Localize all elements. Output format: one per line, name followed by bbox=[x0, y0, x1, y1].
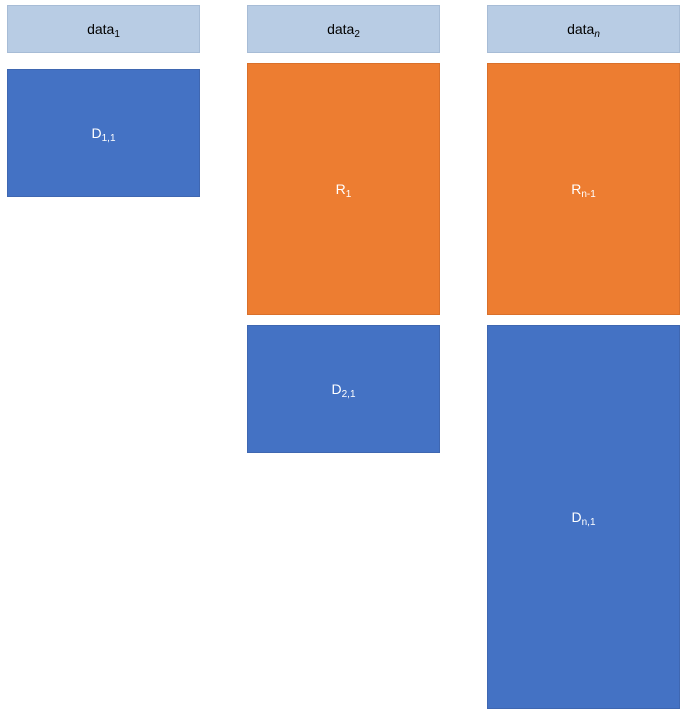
column-header-data-n: datan bbox=[487, 5, 680, 53]
data-block-d-n-1: Dn,1 bbox=[487, 325, 680, 709]
data-block-d-1-1: D1,1 bbox=[7, 69, 200, 197]
result-block-r-1: R1 bbox=[247, 63, 440, 315]
block-label: Rn-1 bbox=[571, 181, 596, 200]
column-header-label: datan bbox=[567, 21, 600, 40]
result-block-r-n-minus-1: Rn-1 bbox=[487, 63, 680, 315]
column-header-data-2: data2 bbox=[247, 5, 440, 53]
block-label: D1,1 bbox=[91, 125, 116, 144]
block-label: R1 bbox=[335, 181, 352, 200]
column-header-label: data1 bbox=[87, 21, 120, 40]
block-label: D2,1 bbox=[331, 381, 356, 400]
column-header-data-1: data1 bbox=[7, 5, 200, 53]
column-header-label: data2 bbox=[327, 21, 360, 40]
data-block-d-2-1: D2,1 bbox=[247, 325, 440, 453]
block-label: Dn,1 bbox=[571, 509, 596, 528]
